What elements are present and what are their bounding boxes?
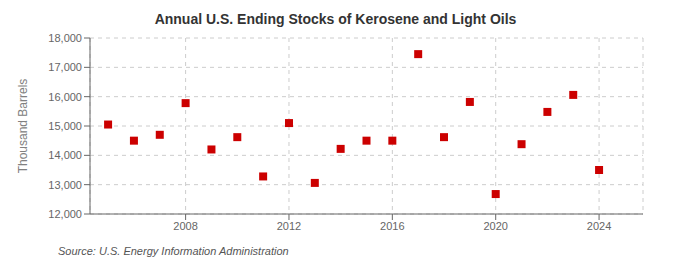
html-text:Source: U.S. Energy Informatio: Source: U.S. Energy Information Administ…: [58, 245, 289, 257]
svg-text:14,000: 14,000: [48, 149, 82, 161]
svg-text:13,000: 13,000: [48, 179, 82, 191]
svg-text:2016: 2016: [380, 220, 404, 232]
svg-text:18,000: 18,000: [48, 32, 82, 44]
svg-text:16,000: 16,000: [48, 91, 82, 103]
svg-text:2008: 2008: [173, 220, 197, 232]
svg-text:2020: 2020: [483, 220, 507, 232]
html-text:Annual U.S. Ending Stocks of K: Annual U.S. Ending Stocks of Kerosene an…: [154, 11, 517, 27]
svg-text:15,000: 15,000: [48, 120, 82, 132]
svg-text:17,000: 17,000: [48, 61, 82, 73]
svg-text:2024: 2024: [587, 220, 611, 232]
svg-text:2012: 2012: [277, 220, 301, 232]
svg-text:Thousand Barrels: Thousand Barrels: [16, 79, 30, 174]
svg-text:12,000: 12,000: [48, 208, 82, 220]
